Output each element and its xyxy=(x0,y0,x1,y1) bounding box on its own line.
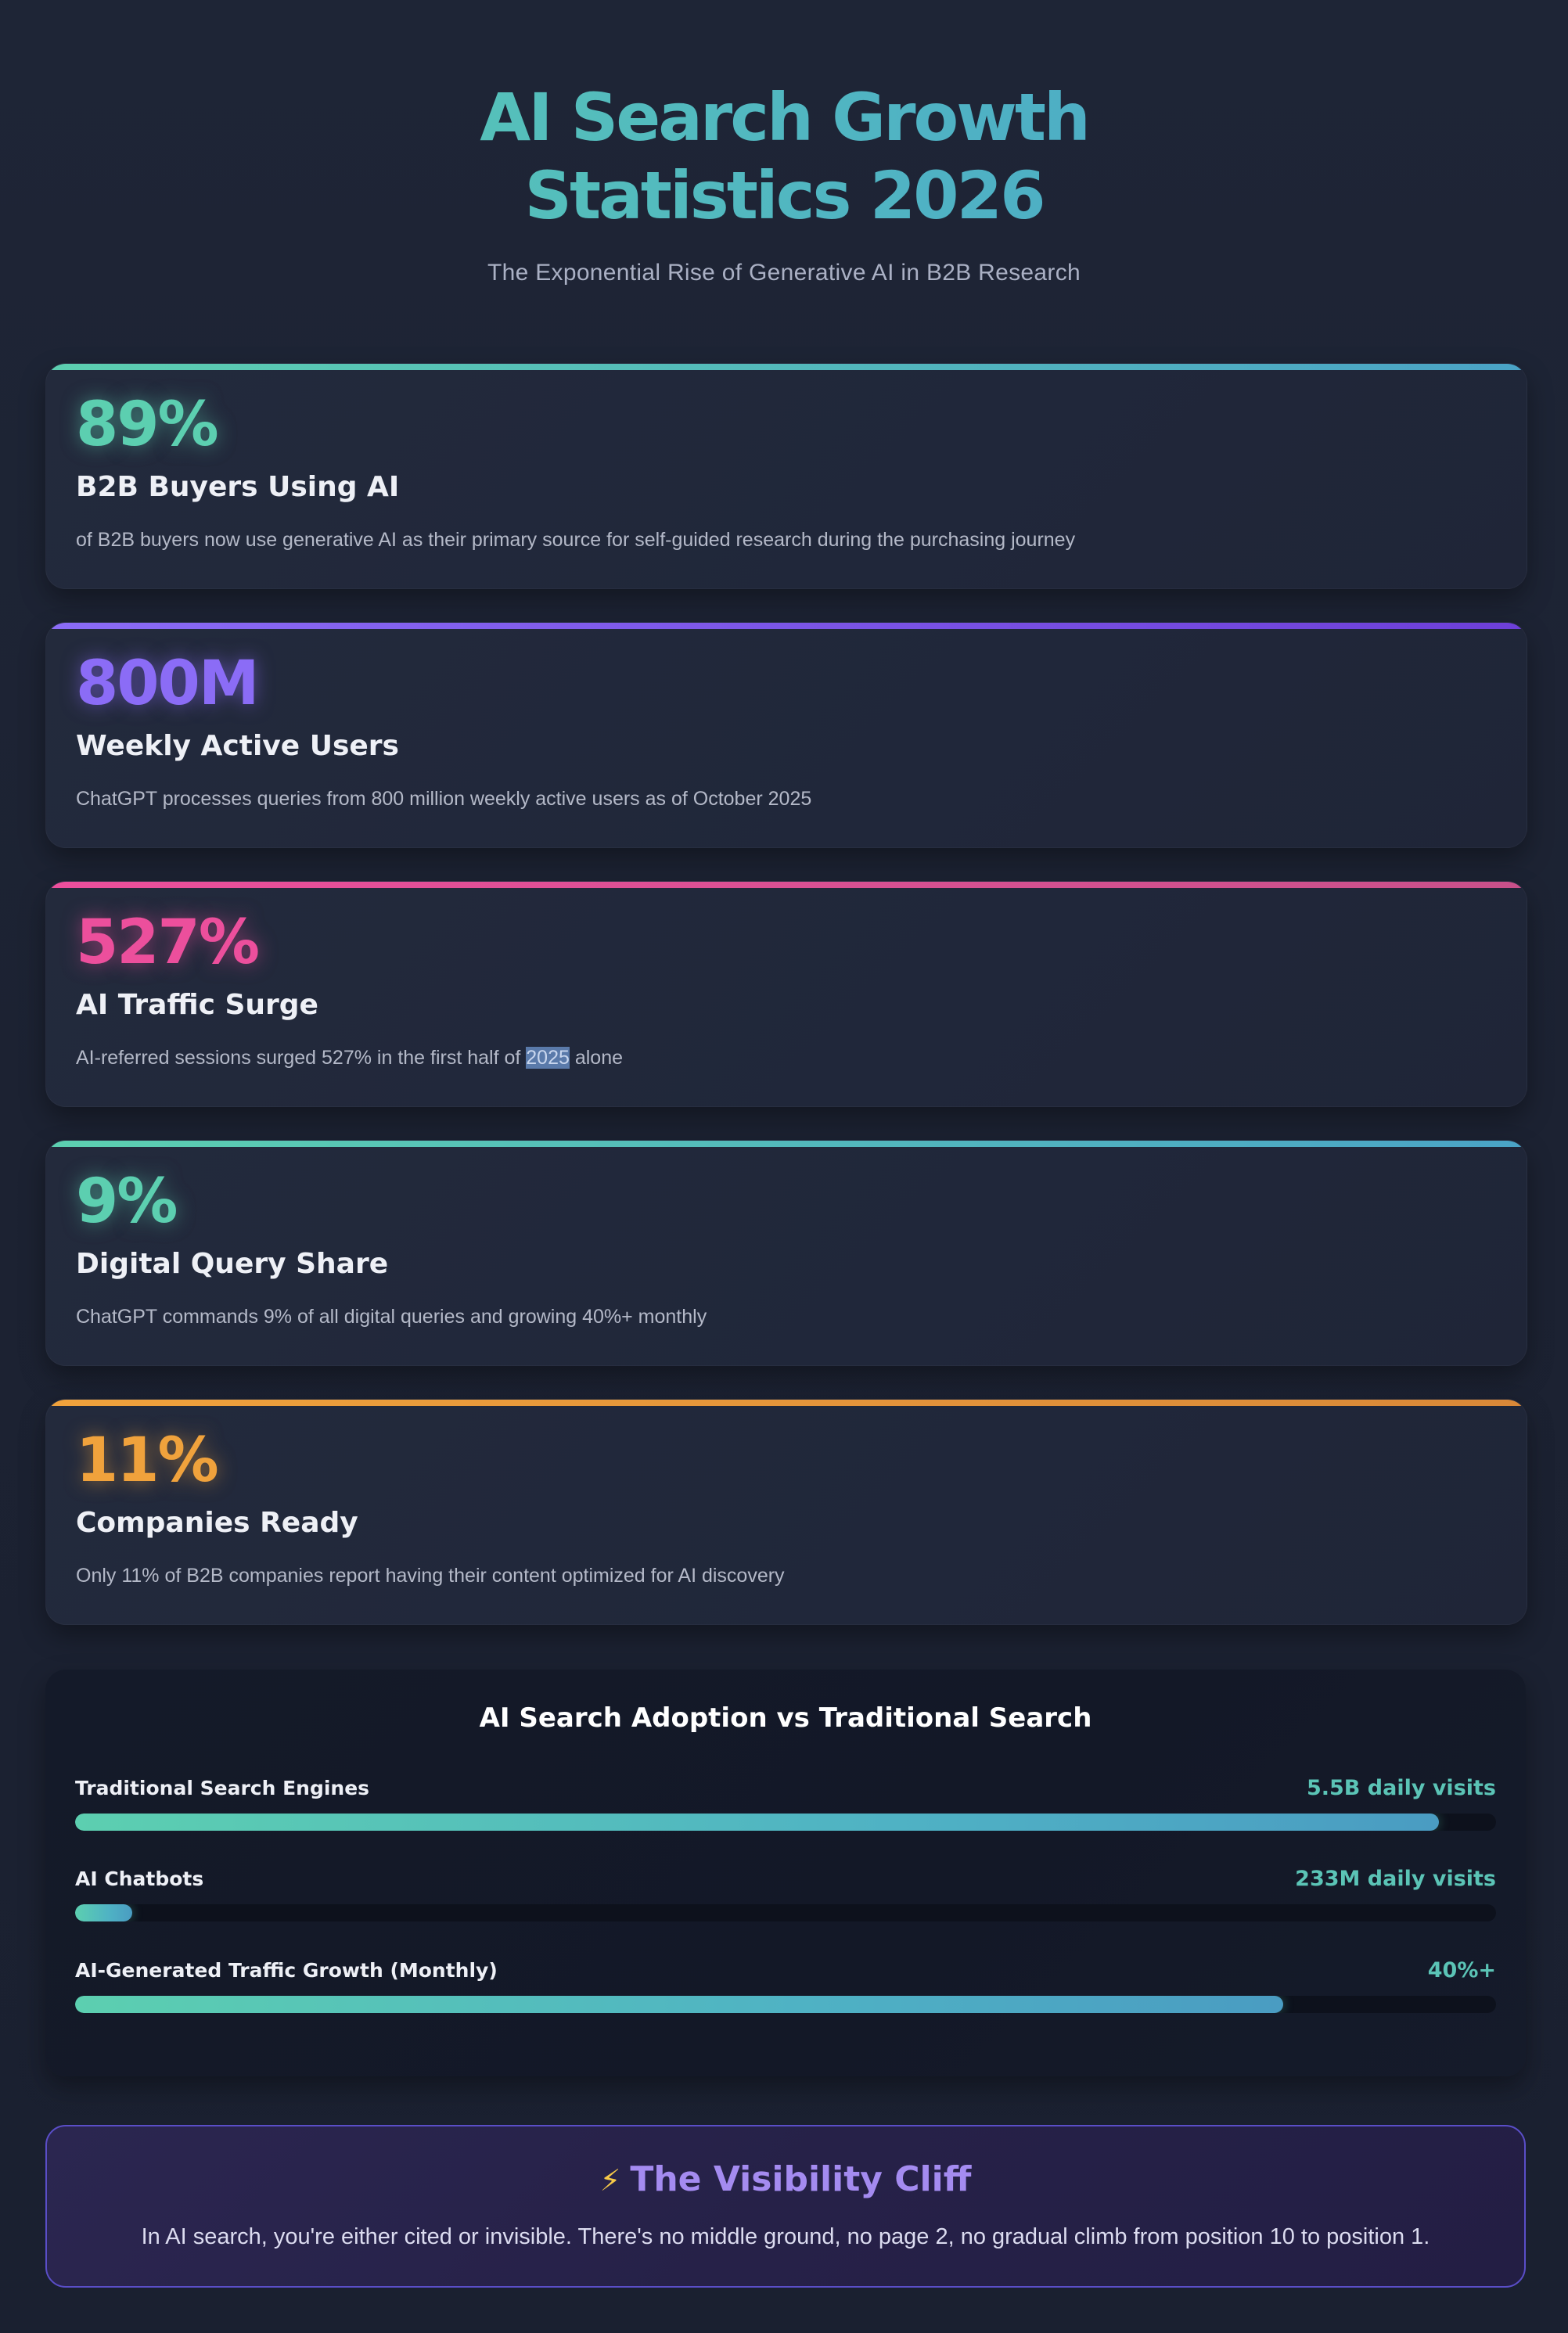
stat-value: 527% xyxy=(76,908,260,978)
stat-card-traffic-surge: 527% AI Traffic Surge AI-referred sessio… xyxy=(45,881,1527,1107)
lightning-icon: ⚡ xyxy=(599,2163,621,2198)
visibility-cliff-callout: ⚡ The Visibility Cliff In AI search, you'… xyxy=(45,2125,1526,2288)
stat-label: Digital Query Share xyxy=(76,1248,389,1280)
stat-card-accent-bar xyxy=(46,1400,1527,1406)
stat-card-companies-ready: 11% Companies Ready Only 11% of B2B comp… xyxy=(45,1399,1527,1625)
metric-label: AI-Generated Traffic Growth (Monthly) xyxy=(75,1959,498,1982)
page-subtitle: The Exponential Rise of Generative AI in… xyxy=(487,260,1081,286)
progress-fill xyxy=(75,1996,1283,2013)
callout-title-text: The Visibility Cliff xyxy=(630,2159,972,2199)
stat-card-accent-bar xyxy=(46,623,1527,629)
page-title-line-2: Statistics 2026 xyxy=(524,157,1044,234)
stat-card-accent-bar xyxy=(46,882,1527,888)
stat-label: AI Traffic Surge xyxy=(76,989,318,1021)
stat-description-text-end: alone xyxy=(569,1047,624,1069)
selected-text[interactable]: 2025 xyxy=(526,1047,570,1069)
metric-ai-traffic-growth: AI-Generated Traffic Growth (Monthly) 40… xyxy=(75,1958,1496,2021)
metric-label: Traditional Search Engines xyxy=(75,1777,370,1799)
page-title-line-1: AI Search Growth xyxy=(480,79,1088,156)
comparison-panel: AI Search Adoption vs Traditional Search… xyxy=(45,1670,1526,2076)
comparison-title: AI Search Adoption vs Traditional Search xyxy=(479,1702,1092,1734)
stat-description-text: AI-referred sessions surged 527% in the … xyxy=(76,1047,527,1069)
progress-track xyxy=(75,1996,1496,2013)
metric-value: 233M daily visits xyxy=(1295,1867,1496,1891)
stat-value: 11% xyxy=(76,1425,219,1496)
stat-card-accent-bar xyxy=(46,364,1527,370)
stat-description: Only 11% of B2B companies report having … xyxy=(76,1565,785,1587)
stat-value: 9% xyxy=(76,1166,178,1237)
metric-value: 5.5B daily visits xyxy=(1306,1776,1496,1800)
metric-value: 40%+ xyxy=(1427,1958,1496,1983)
stat-description: of B2B buyers now use generative AI as t… xyxy=(76,529,1076,551)
progress-fill xyxy=(75,1814,1440,1831)
stat-value: 89% xyxy=(76,390,219,460)
stat-value: 800M xyxy=(76,649,259,719)
stat-card-query-share: 9% Digital Query Share ChatGPT commands … xyxy=(45,1140,1527,1366)
progress-track xyxy=(75,1814,1496,1831)
progress-track xyxy=(75,1904,1496,1921)
stat-label: Companies Ready xyxy=(76,1507,358,1539)
metric-ai-chatbots: AI Chatbots 233M daily visits xyxy=(75,1867,1496,1929)
stat-description: AI-referred sessions surged 527% in the … xyxy=(76,1044,623,1071)
stat-card-weekly-users: 800M Weekly Active Users ChatGPT process… xyxy=(45,622,1527,848)
page-header: AI Search Growth Statistics 2026 The Exp… xyxy=(0,78,1568,288)
metric-label: AI Chatbots xyxy=(75,1867,204,1890)
page-title: AI Search Growth Statistics 2026 xyxy=(0,78,1568,235)
stat-card-b2b-buyers: 89% B2B Buyers Using AI of B2B buyers no… xyxy=(45,363,1527,589)
callout-text: In AI search, you're either cited or inv… xyxy=(141,2224,1430,2249)
stat-card-accent-bar xyxy=(46,1141,1527,1147)
stat-label: B2B Buyers Using AI xyxy=(76,471,400,503)
stat-label: Weekly Active Users xyxy=(76,730,399,762)
progress-fill xyxy=(75,1904,132,1921)
metric-traditional-search: Traditional Search Engines 5.5B daily vi… xyxy=(75,1776,1496,1839)
stat-description: ChatGPT commands 9% of all digital queri… xyxy=(76,1306,707,1328)
stat-description: ChatGPT processes queries from 800 milli… xyxy=(76,788,812,810)
callout-title: ⚡ The Visibility Cliff xyxy=(47,2158,1524,2202)
